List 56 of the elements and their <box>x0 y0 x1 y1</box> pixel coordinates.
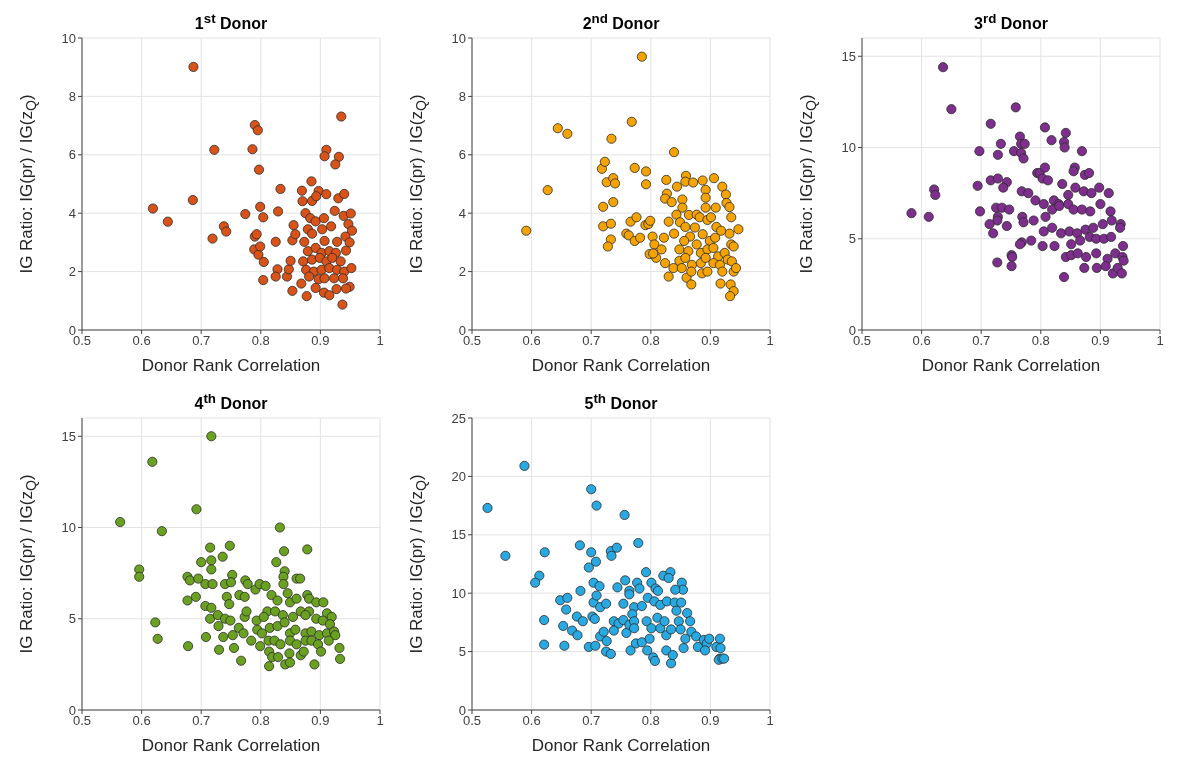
x-tick-label: 0.7 <box>582 713 601 729</box>
x-tick-label: 1 <box>376 713 384 729</box>
y-tick-label: 2 <box>68 264 76 280</box>
y-tick-label: 8 <box>458 89 466 105</box>
y-tick-label: 20 <box>451 469 466 485</box>
x-axis-title: Donor Rank Correlation <box>530 356 712 376</box>
y-tick-label: 6 <box>458 147 466 163</box>
x-axis-title: Donor Rank Correlation <box>140 356 322 376</box>
x-axis-title: Donor Rank Correlation <box>530 736 712 756</box>
x-tick-label: 0.9 <box>311 333 330 349</box>
y-tick-label: 25 <box>451 410 466 426</box>
x-axis-title: Donor Rank Correlation <box>140 736 322 756</box>
y-tick-label: 4 <box>68 205 76 221</box>
y-tick-label: 10 <box>61 520 76 536</box>
y-tick-label: 8 <box>68 89 76 105</box>
x-tick-label: 0.8 <box>251 713 270 729</box>
x-tick-label: 0.6 <box>912 333 931 349</box>
x-axis-title: Donor Rank Correlation <box>920 356 1102 376</box>
y-tick-label: 5 <box>848 231 856 247</box>
chart-title: 5$^{th}$ Donor <box>583 390 659 415</box>
chart-title: 4$^{th}$ Donor <box>193 390 269 415</box>
x-tick-label: 0.7 <box>192 333 211 349</box>
y-tick-label: 15 <box>451 527 466 543</box>
x-tick-label: 0.8 <box>251 333 270 349</box>
y-tick-label: 5 <box>68 611 76 627</box>
x-tick-label: 0.9 <box>311 713 330 729</box>
x-tick-label: 0.7 <box>972 333 991 349</box>
x-tick-label: 0.6 <box>132 713 151 729</box>
x-tick-label: 0.6 <box>522 333 541 349</box>
y-tick-label: 6 <box>68 147 76 163</box>
x-tick-label: 0.9 <box>701 333 720 349</box>
y-tick-label: 15 <box>61 428 76 444</box>
y-tick-label: 5 <box>458 644 466 660</box>
y-tick-label: 4 <box>458 205 466 221</box>
x-tick-label: 1 <box>1156 333 1164 349</box>
x-tick-label: 1 <box>766 713 774 729</box>
y-tick-label: 15 <box>841 48 856 64</box>
x-tick-label: 1 <box>766 333 774 349</box>
x-tick-label: 0.8 <box>641 333 660 349</box>
chart-title: 1$^{st}$ Donor <box>193 10 269 35</box>
x-tick-label: 0.7 <box>582 333 601 349</box>
y-tick-label: 10 <box>451 30 466 46</box>
x-tick-label: 0.8 <box>1031 333 1050 349</box>
y-tick-label: 10 <box>451 585 466 601</box>
x-tick-label: 0.8 <box>641 713 660 729</box>
x-tick-label: 0.7 <box>192 713 211 729</box>
y-tick-label: 10 <box>61 30 76 46</box>
chart-title: 3$^{rd}$ Donor <box>973 10 1049 35</box>
chart-title: 2$^{nd}$ Donor <box>581 10 661 35</box>
y-tick-label: 10 <box>841 140 856 156</box>
x-tick-label: 0.6 <box>522 713 541 729</box>
y-tick-label: 2 <box>458 264 466 280</box>
x-tick-label: 0.9 <box>701 713 720 729</box>
x-tick-label: 0.6 <box>132 333 151 349</box>
x-tick-label: 1 <box>376 333 384 349</box>
x-tick-label: 0.9 <box>1091 333 1110 349</box>
